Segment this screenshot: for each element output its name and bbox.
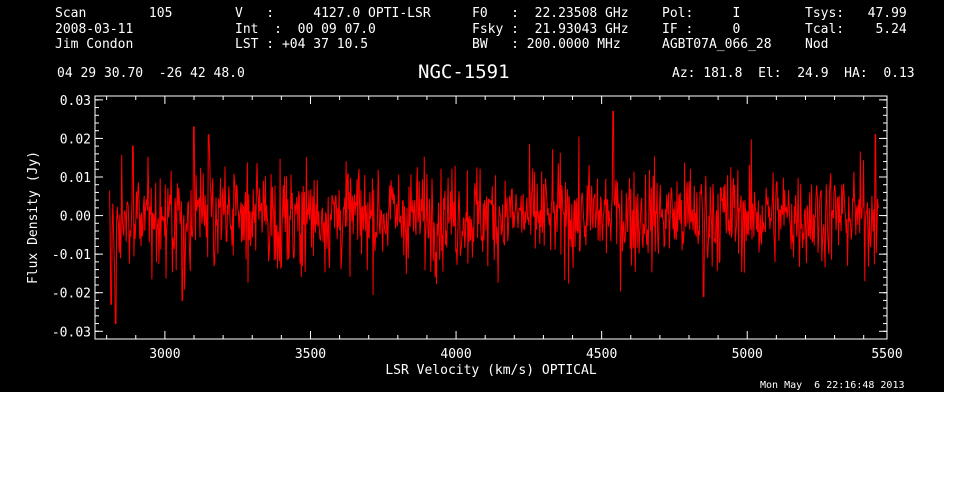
tcal-label: Tcal: 5.24 — [805, 22, 907, 37]
x-tick-label: 4500 — [586, 347, 617, 362]
project-label: AGBT07A_066_28 — [662, 37, 772, 52]
polarization-label: Pol: I — [662, 6, 741, 21]
plot-date: Mon May 6 22:16:48 2013 — [760, 380, 905, 391]
observer-label: Jim Condon — [55, 37, 134, 52]
y-tick-label: -0.01 — [52, 248, 91, 263]
x-tick-label: 4000 — [440, 347, 471, 362]
scan-label: Scan 105 — [55, 6, 173, 21]
tsys-label: Tsys: 47.99 — [805, 6, 907, 21]
spectrum-panel: Scan 105 2008-03-11 Jim Condon V : 4127.… — [0, 0, 944, 392]
if-label: IF : 0 — [662, 22, 741, 37]
bandwidth-label: BW : 200.0000 MHz — [472, 37, 621, 52]
y-tick-label: 0.02 — [60, 132, 91, 147]
y-axis-label: Flux Density (Jy) — [26, 151, 41, 284]
lst-label: LST : +04 37 10.5 — [235, 37, 369, 52]
integration-label: Int : 00 09 07.0 — [235, 22, 376, 37]
x-axis-label: LSR Velocity (km/s) OPTICAL — [385, 363, 596, 378]
pointing-label: Az: 181.8 El: 24.9 HA: 0.13 — [672, 66, 915, 81]
rest-frequency-label: F0 : 22.23508 GHz — [472, 6, 629, 21]
coordinates-label: 04 29 30.70 -26 42 48.0 — [57, 66, 245, 81]
y-tick-label: -0.03 — [52, 325, 91, 340]
y-tick-label: 0.01 — [60, 171, 91, 186]
date-label: 2008-03-11 — [55, 22, 134, 37]
sky-frequency-label: Fsky : 21.93043 GHz — [472, 22, 629, 37]
plot-frame — [94, 95, 888, 340]
velocity-label: V : 4127.0 OPTI-LSR — [235, 6, 431, 21]
y-tick-label: -0.02 — [52, 287, 91, 302]
source-title: NGC-1591 — [418, 61, 510, 83]
x-tick-label: 5500 — [871, 347, 902, 362]
y-tick-label: 0.00 — [60, 210, 91, 225]
y-tick-label: 0.03 — [60, 94, 91, 109]
x-tick-label: 5000 — [732, 347, 763, 362]
flux-series-line — [109, 110, 879, 325]
spectrum-chart: 3000 3500 4000 4500 5000 5500 -0.03 -0.02 -0.01 0… — [26, 94, 903, 378]
mode-label: Nod — [805, 37, 829, 52]
x-tick-label: 3000 — [149, 347, 180, 362]
x-tick-label: 3500 — [295, 347, 326, 362]
